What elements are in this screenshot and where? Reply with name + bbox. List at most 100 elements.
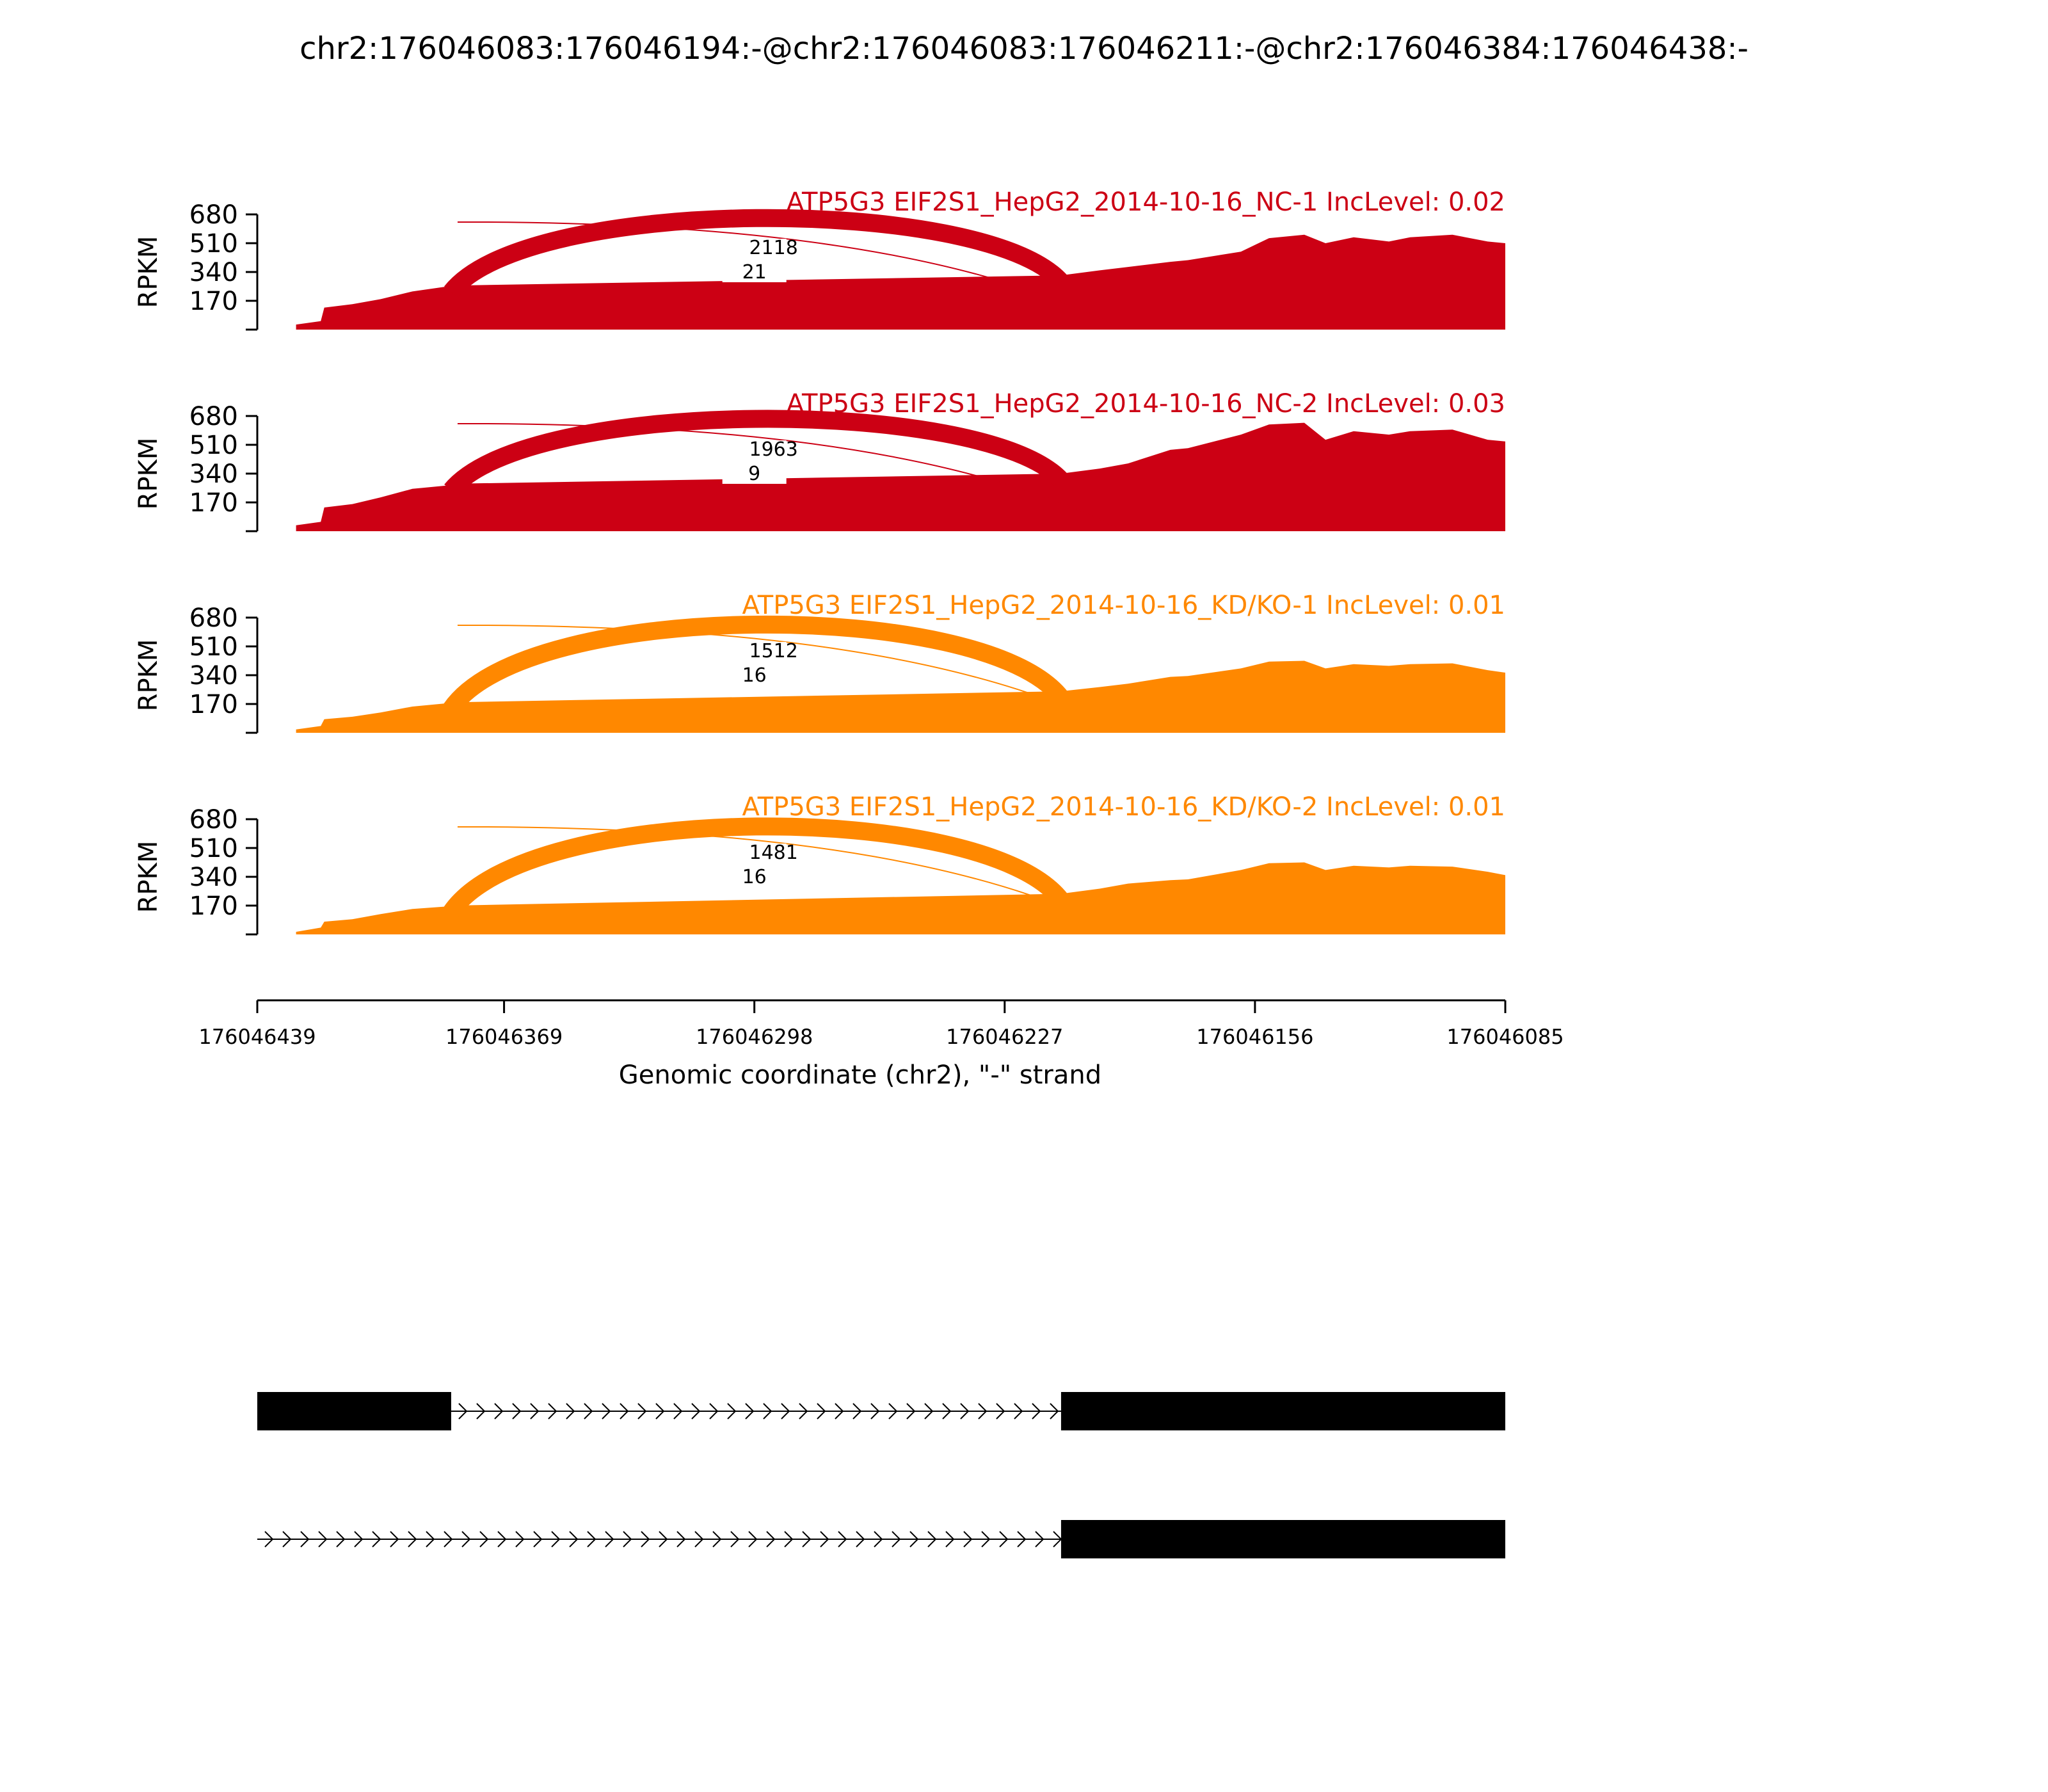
junction-arc: [444, 410, 1068, 497]
strand-arrow: [497, 1531, 507, 1548]
sample-label: ATP5G3 EIF2S1_HepG2_2014-10-16_NC-2 IncL…: [787, 389, 1505, 419]
strand-arrow: [300, 1531, 310, 1548]
gene-model-2: [257, 1520, 1505, 1558]
strand-arrow: [978, 1403, 988, 1420]
junction-count-label: 1481: [749, 842, 798, 864]
strand-arrow: [996, 1403, 1005, 1420]
y-tick-label: 340: [189, 460, 238, 489]
strand-arrow: [515, 1531, 525, 1548]
strand-arrow: [874, 1531, 883, 1548]
strand-arrow: [372, 1531, 381, 1548]
strand-arrow: [264, 1531, 274, 1548]
strand-arrow: [763, 1403, 772, 1420]
strand-arrow: [458, 1403, 468, 1420]
junction-count-label: 2118: [749, 237, 798, 259]
junction-arc: [444, 615, 1068, 714]
x-tick-label: 176046369: [445, 1025, 563, 1049]
gene-model-1: [257, 1392, 1505, 1430]
strand-arrow: [909, 1531, 919, 1548]
x-tick-label: 176046085: [1446, 1025, 1564, 1049]
y-tick-label: 680: [189, 200, 238, 230]
strand-arrow: [870, 1403, 880, 1420]
strand-arrow: [426, 1531, 435, 1548]
junction-arc: [457, 624, 1122, 732]
strand-arrow: [512, 1403, 522, 1420]
strand-arrow: [318, 1531, 328, 1548]
strand-arrow: [390, 1531, 399, 1548]
strand-arrow: [709, 1403, 719, 1420]
strand-arrow: [888, 1403, 898, 1420]
strand-arrow: [476, 1403, 486, 1420]
x-tick-label: 176046156: [1196, 1025, 1313, 1049]
x-tick-label: 176046439: [198, 1025, 316, 1049]
junction-count-label: 9: [748, 463, 760, 485]
strand-arrow: [673, 1403, 683, 1420]
junction-label-bg: [722, 239, 787, 258]
x-tick-label: 176046227: [946, 1025, 1063, 1049]
strand-arrow: [960, 1403, 970, 1420]
y-tick-label: 340: [189, 258, 238, 287]
exon-block: [257, 1392, 451, 1430]
junction-count-label: 21: [742, 261, 767, 284]
y-tick-label: 170: [189, 690, 238, 719]
x-axis: 176046439 176046369 176046298 176046227 1760…: [198, 999, 1564, 1090]
strand-arrow: [730, 1531, 740, 1548]
y-axis-label: RPKM: [134, 841, 163, 913]
y-tick-label: 680: [189, 402, 238, 431]
strand-arrow: [530, 1403, 540, 1420]
strand-arrow: [838, 1531, 847, 1548]
strand-arrow: [799, 1403, 808, 1420]
x-tick-label: 176046298: [696, 1025, 813, 1049]
y-tick-label: 170: [189, 892, 238, 921]
junction-arc: [444, 209, 1068, 298]
strand-arrow: [659, 1531, 668, 1548]
y-tick-label: 510: [189, 229, 238, 259]
strand-arrow: [676, 1531, 686, 1548]
sample-label: ATP5G3 EIF2S1_HepG2_2014-10-16_KD/KO-2 I…: [742, 792, 1506, 822]
junction-label-bg: [722, 440, 787, 460]
junction-label-bg: [722, 263, 787, 282]
y-tick-label: 680: [189, 604, 238, 633]
strand-arrow: [494, 1403, 504, 1420]
junction-label-bg: [722, 465, 787, 484]
junction-count-label: 1963: [749, 438, 798, 461]
strand-arrow: [963, 1531, 973, 1548]
strand-arrow: [942, 1403, 952, 1420]
y-tick-label: 340: [189, 863, 238, 892]
strand-arrow: [694, 1531, 704, 1548]
junction-label-bg: [722, 642, 787, 661]
strand-arrow: [569, 1531, 579, 1548]
strand-arrow: [892, 1531, 901, 1548]
gene-models: [257, 1392, 1505, 1558]
strand-arrow: [727, 1403, 737, 1420]
strand-arrow: [408, 1531, 417, 1548]
y-axis-label: RPKM: [134, 438, 163, 510]
junction-arc: [444, 817, 1069, 918]
strand-arrow: [637, 1403, 647, 1420]
strand-arrow: [282, 1531, 292, 1548]
strand-arrow: [817, 1403, 826, 1420]
strand-arrow: [1050, 1403, 1059, 1420]
strand-arrow: [1017, 1531, 1027, 1548]
coverage-area: [257, 862, 1505, 934]
y-tick-label: 510: [189, 632, 238, 662]
strand-arrow: [587, 1531, 596, 1548]
strand-arrow: [784, 1531, 794, 1548]
sample-label: ATP5G3 EIF2S1_HepG2_2014-10-16_NC-1 IncL…: [787, 188, 1505, 217]
sample-label: ATP5G3 EIF2S1_HepG2_2014-10-16_KD/KO-1 I…: [742, 591, 1506, 620]
strand-arrow: [766, 1531, 776, 1548]
strand-arrow: [1032, 1403, 1041, 1420]
y-tick-label: 510: [189, 834, 238, 863]
y-axis-label: RPKM: [134, 236, 163, 308]
strand-arrow: [641, 1531, 650, 1548]
junction-label-bg: [722, 666, 787, 685]
strand-arrow: [820, 1531, 829, 1548]
y-tick-label: 510: [189, 431, 238, 460]
junction-count-label: 16: [742, 866, 767, 888]
